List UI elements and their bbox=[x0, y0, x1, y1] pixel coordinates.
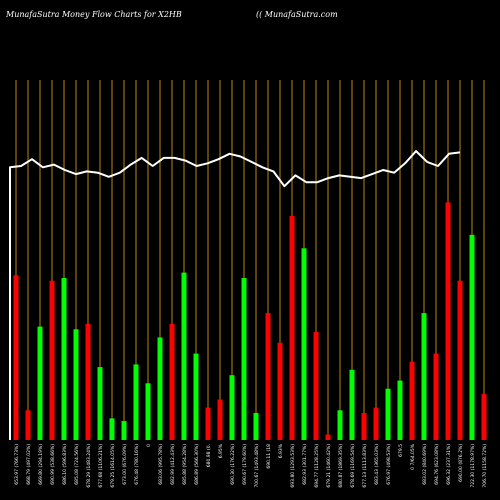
x-tick-label: 722.30 (1178.97%) bbox=[470, 444, 476, 488]
x-tick-label: 683.43 (365.03%) bbox=[374, 444, 380, 485]
x-tick-labels: 653.97 (766.73%) 668.79 (497.02%) 669.80 (… bbox=[14, 443, 488, 487]
x-tick-label: 694.76 (623.08%) bbox=[434, 444, 440, 485]
x-tick-label: 677.68 (1106.21%) bbox=[98, 444, 104, 488]
bar bbox=[85, 323, 91, 440]
x-tick-label: 6.93% bbox=[278, 443, 284, 458]
x-tick-label: 686.89 (566.30%) bbox=[194, 444, 200, 485]
bar bbox=[325, 434, 331, 440]
bar bbox=[445, 202, 451, 440]
x-tick-label: 680.98 (0. bbox=[206, 444, 212, 467]
x-tick-label: 669.80 (294.19%) bbox=[38, 444, 44, 485]
bar bbox=[481, 394, 487, 440]
bar bbox=[25, 410, 31, 440]
chart-title: MunafaSutra Money Flow Charts for X2HB bbox=[6, 10, 182, 19]
site-name: (( MunafaSutra.com bbox=[256, 10, 338, 19]
x-tick-label: 690.00 (876.2%) bbox=[458, 444, 464, 482]
price-line-layer bbox=[9, 150, 461, 440]
x-tick-label: 683.02 (840.69%) bbox=[422, 444, 428, 485]
x-tick-label: 668.79 (497.02%) bbox=[26, 444, 32, 485]
bar bbox=[277, 342, 283, 440]
bar bbox=[457, 280, 463, 440]
x-tick-label: 683.06 (995.78%) bbox=[158, 444, 164, 485]
x-tick-label: 679.5 bbox=[398, 444, 404, 457]
bar bbox=[313, 332, 319, 440]
x-tick-label: 653.97 (766.73%) bbox=[14, 444, 20, 485]
x-tick-label: 6.95% bbox=[218, 443, 224, 458]
bar bbox=[301, 248, 307, 440]
x-tick-label: 682.93 (301.77%) bbox=[302, 444, 308, 485]
bar bbox=[217, 399, 223, 440]
x-tick-label: 700.67 (1493.48%) bbox=[254, 444, 260, 488]
bar bbox=[469, 234, 475, 440]
bar bbox=[349, 369, 355, 440]
x-tick-label: 676.97 (498.53%) bbox=[386, 444, 392, 485]
bar bbox=[193, 353, 199, 440]
bar bbox=[133, 364, 139, 440]
bar bbox=[121, 421, 127, 440]
bar bbox=[409, 361, 415, 440]
x-tick-label: 679.25 (1614.05%) bbox=[110, 444, 116, 488]
x-tick-label: 693.80 (1293.53%) bbox=[290, 444, 296, 488]
bar bbox=[169, 323, 175, 440]
price-line bbox=[9, 150, 461, 440]
x-tick-label: 686.10 (596.83%) bbox=[62, 444, 68, 485]
bar bbox=[229, 375, 235, 440]
bar bbox=[337, 410, 343, 440]
bars bbox=[13, 202, 487, 440]
x-tick-label: 678.29 (1483.24%) bbox=[86, 444, 92, 488]
bar bbox=[61, 278, 67, 440]
x-tick-label: 676.48 (780.16%) bbox=[134, 444, 140, 485]
x-tick-label: 678.69 (1169.54%) bbox=[350, 444, 356, 488]
bar bbox=[397, 380, 403, 440]
bar bbox=[205, 407, 211, 440]
x-tick-label: 679.21 (1460.42%) bbox=[326, 444, 332, 488]
bar bbox=[433, 353, 439, 440]
bar bbox=[13, 275, 19, 440]
x-tick-label: 682.99 (412.43%) bbox=[170, 444, 176, 485]
bar bbox=[421, 313, 427, 440]
bar bbox=[253, 413, 259, 440]
x-tick-label: 696.32 (237.31%) bbox=[446, 444, 452, 485]
x-tick-label: 685.08 (724.56%) bbox=[74, 444, 80, 485]
x-tick-label: 0 bbox=[146, 444, 152, 447]
bar bbox=[289, 215, 295, 440]
bar bbox=[361, 413, 367, 440]
bar bbox=[37, 326, 43, 440]
x-tick-label: 706.70 (1158.72%) bbox=[482, 444, 488, 488]
bar bbox=[73, 329, 79, 440]
bar bbox=[265, 313, 271, 440]
bar bbox=[49, 280, 55, 440]
x-tick-label: 685.88 (954.28%) bbox=[182, 444, 188, 485]
x-tick-label: 690.30 (176.22%) bbox=[230, 444, 236, 485]
x-tick-label: 690.11 (18 bbox=[266, 444, 272, 469]
x-tick-label: 0 7/64.05% bbox=[410, 443, 416, 470]
bar bbox=[145, 383, 151, 440]
bar bbox=[373, 407, 379, 440]
x-tick-label: 694.77 (1128.25%) bbox=[314, 444, 320, 488]
bar bbox=[181, 272, 187, 440]
bar bbox=[109, 418, 115, 440]
x-tick-label: 677.13 (1113.83%) bbox=[362, 444, 368, 488]
bar bbox=[385, 388, 391, 440]
x-tick-label: 673.00 (676.09%) bbox=[122, 444, 128, 485]
x-tick-label: 680.87 (1869.35%) bbox=[338, 444, 344, 488]
bar bbox=[241, 278, 247, 440]
bar bbox=[157, 337, 163, 440]
bar bbox=[97, 367, 103, 440]
x-tick-label: 690.99 (538.66%) bbox=[50, 444, 56, 485]
x-tick-label: 690.67 (179.60%) bbox=[242, 444, 248, 485]
